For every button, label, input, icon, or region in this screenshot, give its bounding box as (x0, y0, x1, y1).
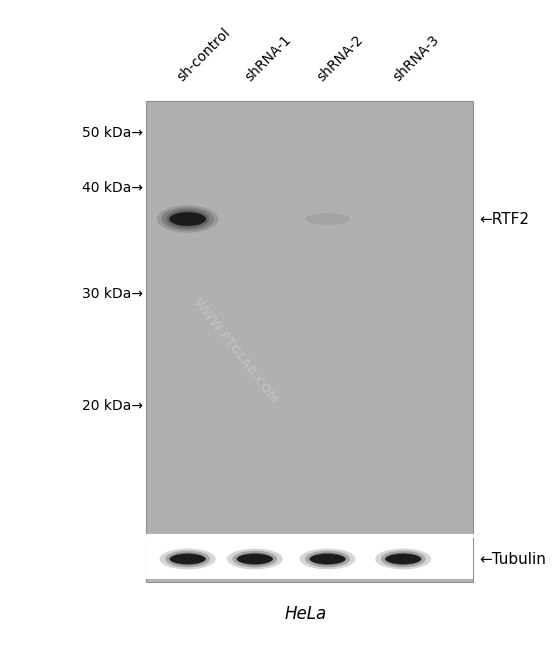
Ellipse shape (170, 554, 206, 564)
Ellipse shape (305, 213, 350, 225)
Ellipse shape (160, 549, 216, 569)
Ellipse shape (305, 551, 350, 567)
Bar (146, 101, 473, 536)
Text: shRNA-3: shRNA-3 (390, 33, 442, 84)
Ellipse shape (227, 549, 283, 569)
Ellipse shape (311, 552, 344, 566)
Text: shRNA-2: shRNA-2 (315, 33, 366, 84)
Ellipse shape (381, 551, 426, 567)
Ellipse shape (166, 209, 209, 229)
Ellipse shape (309, 554, 346, 564)
Ellipse shape (157, 205, 218, 233)
Ellipse shape (171, 552, 204, 566)
Ellipse shape (161, 207, 214, 231)
Text: HeLa: HeLa (284, 605, 326, 623)
Ellipse shape (169, 212, 206, 226)
Text: 50 kDa→: 50 kDa→ (82, 125, 143, 140)
Text: sh-control: sh-control (175, 26, 234, 84)
Bar (146, 536, 473, 582)
Ellipse shape (238, 552, 272, 566)
Ellipse shape (237, 554, 273, 564)
Ellipse shape (300, 549, 356, 569)
Text: 20 kDa→: 20 kDa→ (82, 399, 143, 413)
Ellipse shape (375, 549, 431, 569)
Ellipse shape (386, 552, 420, 566)
Text: ←RTF2: ←RTF2 (479, 211, 529, 227)
Ellipse shape (232, 551, 277, 567)
Ellipse shape (171, 211, 204, 227)
Ellipse shape (385, 554, 421, 564)
Bar (146, 538, 473, 579)
Text: ←Tubulin: ←Tubulin (479, 551, 545, 567)
Ellipse shape (165, 551, 210, 567)
Text: shRNA-1: shRNA-1 (242, 33, 293, 84)
Text: WWW.PTGLAB.COM: WWW.PTGLAB.COM (190, 296, 281, 406)
Text: 30 kDa→: 30 kDa→ (82, 287, 143, 301)
Text: 40 kDa→: 40 kDa→ (82, 181, 143, 196)
Ellipse shape (175, 214, 200, 224)
